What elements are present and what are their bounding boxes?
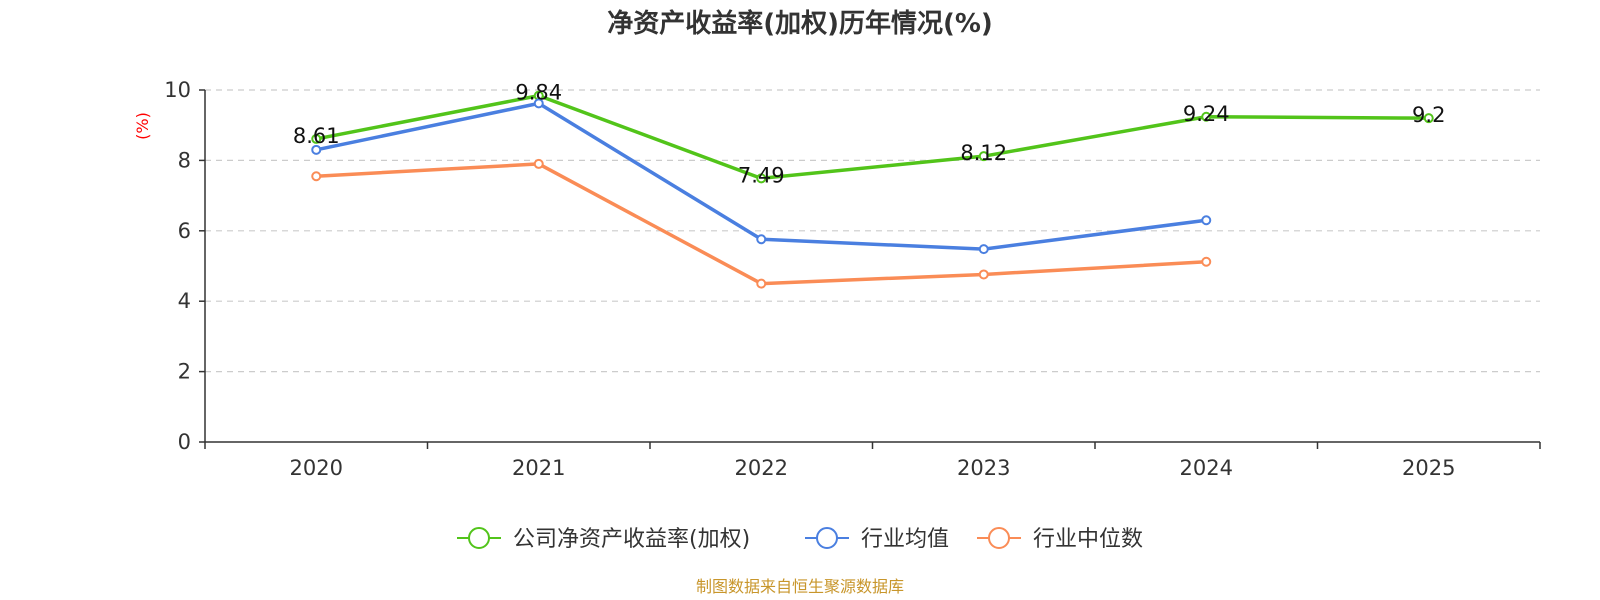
legend-label: 行业均值 <box>861 527 949 552</box>
axes: 0 2 4 6 8 10 2020 2021 2022 2023 2024 2025 <box>164 78 1541 480</box>
x-tick-label: 2023 <box>957 456 1010 480</box>
data-label: 9.84 <box>515 81 562 105</box>
data-point[interactable] <box>1423 113 1434 124</box>
data-point[interactable] <box>978 244 989 255</box>
data-label: 8.61 <box>293 124 340 148</box>
legend-marker <box>816 527 838 549</box>
gridlines <box>205 89 1540 373</box>
legend-item-2[interactable]: 行业中位数 <box>977 527 1143 552</box>
data-point[interactable] <box>756 234 767 245</box>
x-tick-label: 2021 <box>512 456 565 480</box>
x-tick-label: 2025 <box>1402 456 1455 480</box>
series-line <box>315 93 1429 181</box>
legend[interactable]: 公司净资产收益率(加权) 行业均值 行业中位数 <box>457 527 1143 552</box>
data-point[interactable] <box>533 98 544 109</box>
x-tick-label: 2020 <box>290 456 343 480</box>
legend-item-1[interactable]: 行业均值 <box>805 527 949 552</box>
data-label: 8.12 <box>960 141 1007 165</box>
data-point[interactable] <box>533 158 544 169</box>
y-tick-label: 8 <box>178 148 191 172</box>
y-tick-label: 10 <box>164 78 191 102</box>
data-point[interactable] <box>311 144 322 155</box>
data-point[interactable] <box>311 133 322 144</box>
legend-label: 公司净资产收益率(加权) <box>513 527 750 552</box>
y-tick-label: 4 <box>178 289 191 313</box>
legend-marker <box>468 527 490 549</box>
x-tick-label: 2022 <box>735 456 788 480</box>
data-point[interactable] <box>978 269 989 280</box>
data-point[interactable] <box>1201 215 1212 226</box>
data-point[interactable] <box>756 173 767 184</box>
series-0 <box>311 90 1434 184</box>
series-layer <box>311 90 1434 289</box>
data-point[interactable] <box>311 171 322 182</box>
y-tick-label: 2 <box>178 360 191 384</box>
y-axis-label: (%) <box>133 112 152 140</box>
legend-label: 行业中位数 <box>1033 527 1143 552</box>
x-tick-label: 2024 <box>1180 456 1233 480</box>
data-label: 9.2 <box>1412 103 1445 127</box>
data-labels: 8.61 9.84 7.49 8.12 9.24 9.2 <box>293 81 1446 188</box>
data-label: 9.24 <box>1183 102 1230 126</box>
series-1 <box>311 98 1212 255</box>
y-tick-label: 0 <box>178 430 191 454</box>
chart-title: 净资产收益率(加权)历年情况(%) <box>607 8 993 39</box>
data-label: 7.49 <box>738 163 785 187</box>
legend-item-0[interactable]: 公司净资产收益率(加权) <box>457 527 750 552</box>
y-tick-label: 6 <box>178 219 191 243</box>
legend-marker <box>988 527 1010 549</box>
source-note: 制图数据来自恒生聚源数据库 <box>696 577 904 596</box>
data-point[interactable] <box>1201 111 1212 122</box>
data-point[interactable] <box>756 278 767 289</box>
series-2 <box>311 158 1212 289</box>
data-point[interactable] <box>1201 256 1212 267</box>
data-point[interactable] <box>978 151 989 162</box>
